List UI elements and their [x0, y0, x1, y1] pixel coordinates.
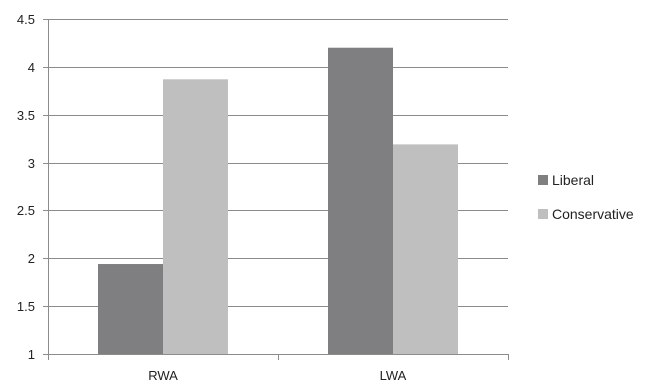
legend-label-liberal: Liberal: [552, 172, 594, 188]
y-tick-label: 2: [28, 251, 35, 266]
y-tick-label: 3.5: [17, 108, 35, 123]
x-tick-label: LWA: [380, 368, 407, 383]
y-tick-label: 4.5: [17, 12, 35, 27]
y-axis: 1 1.5 2 2.5 3 3.5 4 4.5: [17, 12, 49, 362]
y-tick-label: 2.5: [17, 203, 35, 218]
bar-conservative-lwa: [393, 144, 458, 354]
y-tick-label: 4: [28, 60, 35, 75]
bars: [98, 47, 458, 355]
bar-conservative-rwa: [163, 79, 228, 355]
legend: Liberal Conservative: [538, 172, 634, 222]
bar-liberal-rwa: [98, 264, 163, 354]
legend-swatch-conservative: [538, 209, 548, 219]
y-tick-label: 1: [28, 347, 35, 362]
legend-swatch-liberal: [538, 175, 548, 185]
y-tick-label: 3: [28, 156, 35, 171]
x-axis: RWA LWA: [48, 354, 509, 383]
bar-liberal-lwa: [328, 47, 393, 354]
legend-label-conservative: Conservative: [552, 206, 634, 222]
y-tick-label: 1.5: [17, 299, 35, 314]
x-tick-label: RWA: [148, 368, 178, 383]
